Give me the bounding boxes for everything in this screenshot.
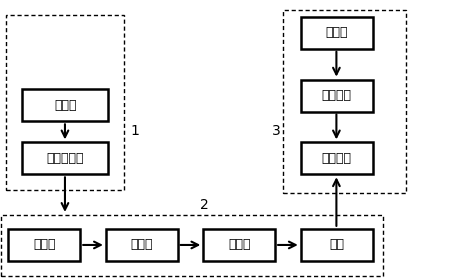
Text: 控制器: 控制器 bbox=[54, 99, 76, 112]
Bar bbox=[300, 17, 372, 49]
Text: 3: 3 bbox=[271, 124, 280, 138]
Text: 三维平台: 三维平台 bbox=[321, 152, 351, 165]
Text: 扩束镜: 扩束镜 bbox=[130, 238, 153, 251]
Text: 2: 2 bbox=[200, 198, 208, 212]
Text: 脉冲激光器: 脉冲激光器 bbox=[46, 152, 84, 165]
Bar bbox=[22, 89, 108, 121]
Bar bbox=[300, 80, 372, 112]
Bar bbox=[300, 229, 372, 261]
Text: 反射镜: 反射镜 bbox=[33, 238, 56, 251]
Bar bbox=[6, 15, 124, 190]
Bar bbox=[203, 229, 275, 261]
Text: 1: 1 bbox=[130, 124, 139, 138]
Text: 步进电机: 步进电机 bbox=[321, 89, 351, 102]
Bar bbox=[8, 229, 80, 261]
Bar bbox=[22, 142, 108, 174]
Bar bbox=[106, 229, 177, 261]
Bar bbox=[300, 142, 372, 174]
Text: 光阑: 光阑 bbox=[328, 238, 344, 251]
Bar bbox=[282, 10, 405, 193]
Text: 计算机: 计算机 bbox=[325, 26, 347, 39]
Text: 分束镜: 分束镜 bbox=[227, 238, 250, 251]
Bar bbox=[1, 215, 382, 276]
